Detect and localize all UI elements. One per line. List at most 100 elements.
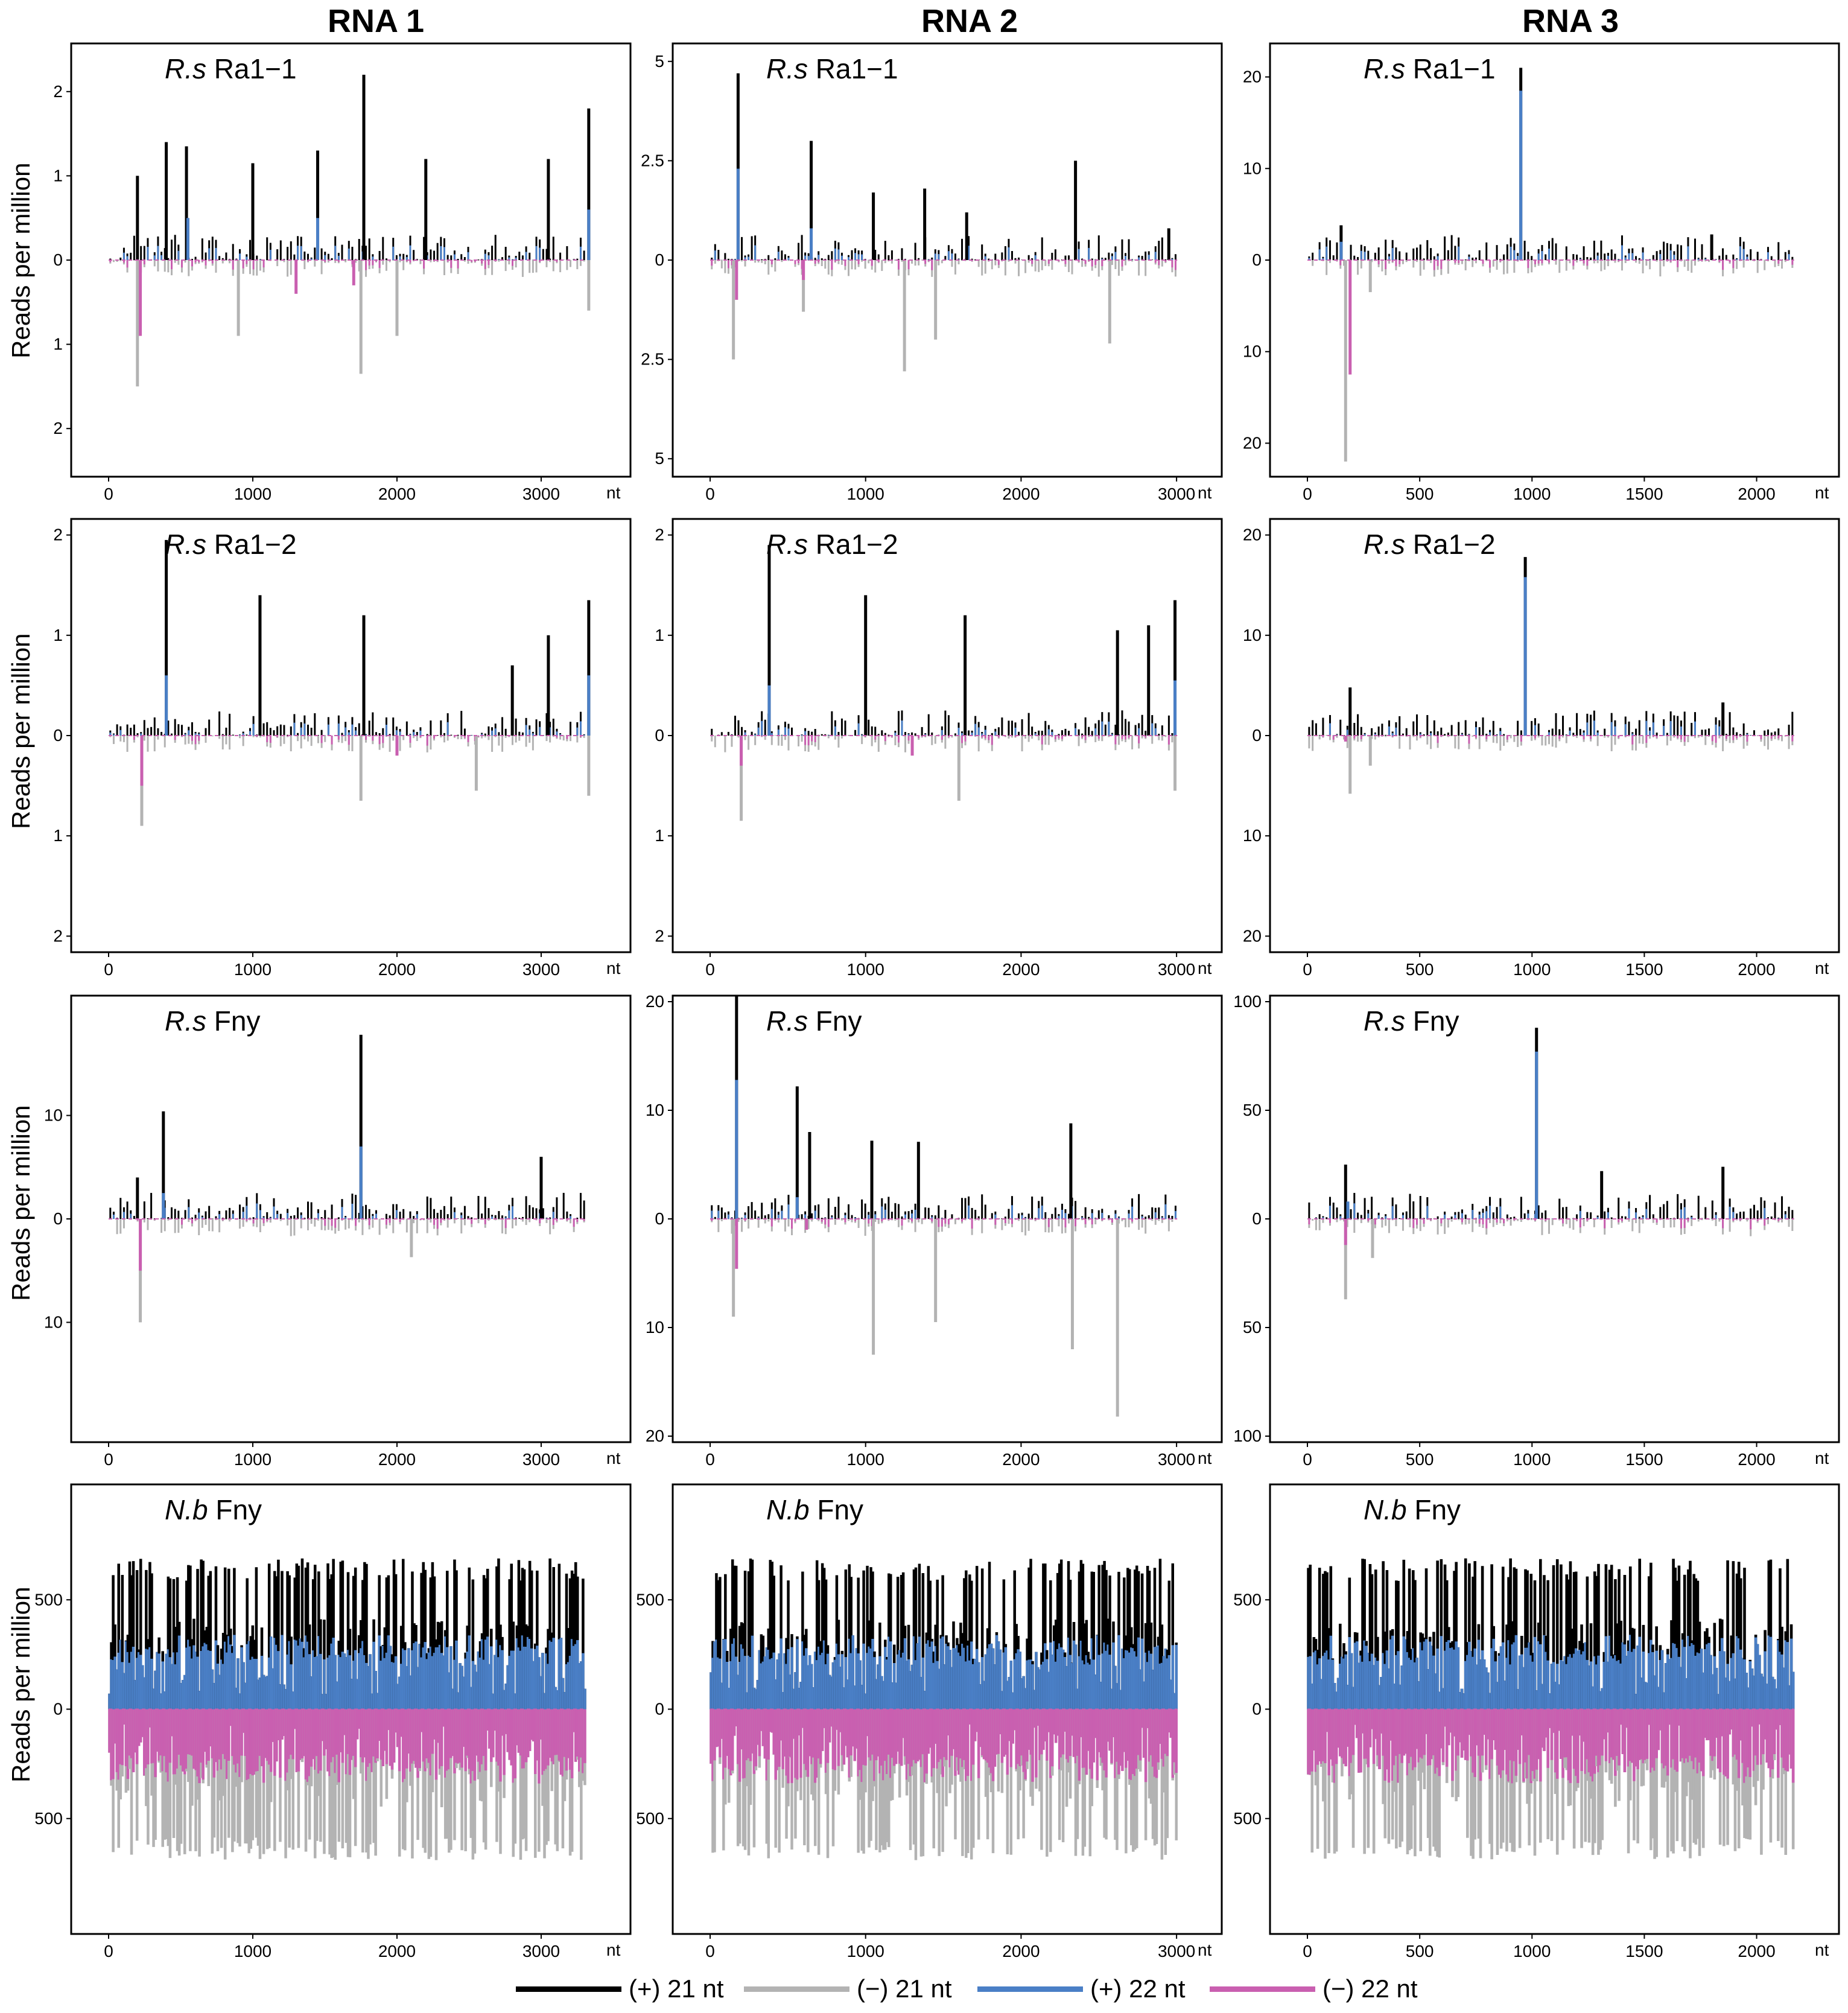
- panel-3-1: R.s Fny 10 0 10 0 1000 2000 3000 nt: [44, 994, 632, 1469]
- y-tick-label: 1: [53, 826, 63, 845]
- x-unit-label: nt: [1198, 1449, 1212, 1468]
- y-tick-label: 2: [53, 926, 63, 945]
- x-tick-label: 1000: [234, 485, 271, 503]
- x-tick-label: 0: [705, 1942, 715, 1961]
- x-tick-label: 2000: [1002, 960, 1040, 979]
- panel-1-3: R.s Ra1−1 20 10 0 10 20 0 500 1000 1500 2000 nt: [1243, 42, 1840, 503]
- panel-title-strain: Fny: [208, 1494, 262, 1525]
- panel-title-species: R.s: [766, 1005, 808, 1037]
- y-tick-label: 50: [1243, 1318, 1262, 1337]
- y-tick-label: 100: [1233, 1426, 1262, 1445]
- x-tick-label: 3000: [1158, 1450, 1195, 1469]
- y-tick-label: 500: [636, 1590, 664, 1609]
- y-tick-label: 20: [1243, 68, 1262, 86]
- panel-title: R.s Ra1−2: [165, 529, 297, 560]
- y-tick-label: 20: [1243, 433, 1262, 452]
- x-tick-label: 1500: [1625, 1450, 1663, 1469]
- y-tick-label: 1: [655, 626, 664, 644]
- x-tick-label: 3000: [1158, 485, 1195, 503]
- y-tick-label: 0: [1252, 1209, 1262, 1228]
- x-tick-label: 1500: [1625, 485, 1663, 503]
- panel-title-species: R.s: [766, 53, 808, 84]
- y-tick-label: 500: [34, 1590, 63, 1609]
- panel-title: R.s Fny: [1364, 1005, 1459, 1037]
- y-tick-label: 1: [53, 626, 63, 644]
- panel-title-species: R.s: [165, 1005, 206, 1037]
- panel-3-2: R.s Fny 20 10 0 10 20 0 1000 2000 3000 nt: [646, 992, 1223, 1469]
- x-tick-label: 2000: [378, 1942, 416, 1961]
- y-tick-label: 0: [655, 1700, 664, 1719]
- x-tick-label: 2000: [1738, 960, 1775, 979]
- x-tick-label: 0: [104, 960, 113, 979]
- x-tick-label: 1000: [234, 960, 271, 979]
- x-tick-label: 1000: [1513, 960, 1551, 979]
- x-tick-label: 3000: [1158, 960, 1195, 979]
- x-tick-label: 1000: [847, 485, 884, 503]
- y-tick-label: 2: [53, 82, 63, 101]
- panel-title: R.s Ra1−2: [766, 529, 898, 560]
- panel-title-species: R.s: [1364, 1005, 1405, 1037]
- y-tick-label: 1: [53, 166, 63, 185]
- y-tick-label: 1: [53, 335, 63, 354]
- x-tick-label: 1000: [234, 1942, 271, 1961]
- panel-title: N.b Fny: [766, 1494, 863, 1525]
- panel-2-3: R.s Ra1−2 20 10 0 10 20 0 500 1000 1500 2000 nt: [1243, 518, 1840, 979]
- panel-title-species: R.s: [1364, 53, 1405, 84]
- panel-title-strain: Ra1−1: [206, 53, 297, 84]
- x-tick-label: 2000: [378, 1450, 416, 1469]
- x-tick-label: 2000: [1738, 485, 1775, 503]
- x-unit-label: nt: [606, 1941, 621, 1959]
- y-tick-label: 10: [44, 1106, 63, 1125]
- y-tick-label: 2.5: [641, 350, 664, 369]
- y-tick-label: 0: [655, 250, 664, 269]
- panel-title-species: R.s: [766, 529, 808, 560]
- x-tick-label: 0: [1303, 960, 1312, 979]
- x-tick-label: 0: [104, 485, 113, 503]
- y-tick-label: 5: [655, 449, 664, 468]
- x-tick-label: 3000: [522, 1450, 560, 1469]
- x-unit-label: nt: [1815, 959, 1829, 978]
- y-tick-label: 0: [53, 250, 63, 269]
- x-tick-label: 1000: [847, 960, 884, 979]
- x-tick-label: 2000: [1002, 1450, 1040, 1469]
- x-tick-label: 3000: [522, 960, 560, 979]
- y-tick-label: 2.5: [641, 151, 664, 170]
- y-tick-label: 0: [1252, 726, 1262, 745]
- x-tick-label: 1000: [847, 1450, 884, 1469]
- panel-title-strain: Fny: [810, 1494, 863, 1525]
- x-tick-label: 1500: [1625, 960, 1663, 979]
- panel-title-species: N.b: [165, 1494, 208, 1525]
- y-tick-label: 10: [44, 1312, 63, 1331]
- panel-title-strain: Ra1−2: [206, 529, 297, 560]
- y-tick-label: 20: [1243, 526, 1262, 544]
- x-tick-label: 500: [1406, 485, 1434, 503]
- panel-title-strain: Ra1−2: [808, 529, 898, 560]
- x-tick-label: 500: [1406, 1450, 1434, 1469]
- x-tick-label: 2000: [378, 960, 416, 979]
- panel-4-1: N.b Fny 500 0 500 0 1000 2000 3000 nt: [34, 1483, 632, 1961]
- y-tick-label: 0: [53, 1700, 63, 1719]
- y-tick-label: 10: [646, 1318, 664, 1337]
- y-tick-label: 20: [646, 992, 664, 1011]
- y-tick-label: 10: [646, 1101, 664, 1119]
- y-tick-label: 100: [1233, 992, 1262, 1011]
- panel-title-strain: Ra1−1: [808, 53, 898, 84]
- panel-title: R.s Ra1−1: [766, 53, 898, 84]
- x-unit-label: nt: [1198, 959, 1212, 978]
- y-tick-label: 5: [655, 52, 664, 71]
- x-tick-label: 3000: [522, 1942, 560, 1961]
- x-unit-label: nt: [1815, 483, 1829, 502]
- y-tick-label: 0: [655, 1209, 664, 1228]
- panel-title-strain: Ra1−1: [1405, 53, 1496, 84]
- x-tick-label: 3000: [1158, 1942, 1195, 1961]
- y-tick-label: 2: [53, 419, 63, 437]
- panel-title: R.s Ra1−1: [1364, 53, 1496, 84]
- x-tick-label: 0: [1303, 1450, 1312, 1469]
- panel-title: N.b Fny: [165, 1494, 262, 1525]
- x-tick-label: 0: [104, 1450, 113, 1469]
- y-tick-label: 10: [1243, 626, 1262, 644]
- y-tick-label: 10: [1243, 342, 1262, 361]
- y-tick-label: 10: [1243, 159, 1262, 177]
- x-unit-label: nt: [1815, 1449, 1829, 1468]
